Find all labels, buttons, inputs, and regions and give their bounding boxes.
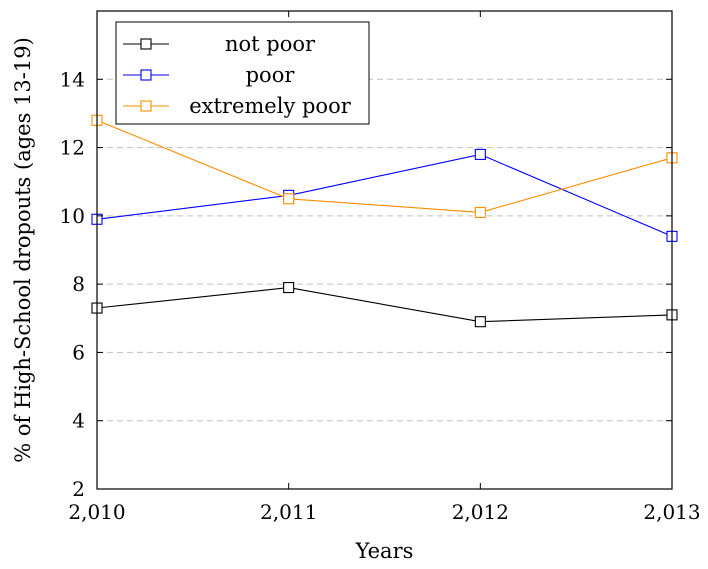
x-tick-label-2012: 2,012 xyxy=(452,500,509,524)
tick-layer: 2 4 6 8 10 12 14 2,010 2,011 2,012 2,013 xyxy=(60,11,701,524)
plot-frame xyxy=(96,10,673,490)
series-line-1 xyxy=(96,153,673,237)
y-tick-label-14: 14 xyxy=(60,67,85,91)
y-tick-label-12: 12 xyxy=(60,136,85,160)
x-tick-label-2013: 2,013 xyxy=(643,500,700,524)
y-axis-title: % of High-School dropouts (ages 13-19) xyxy=(11,37,35,463)
y-tick-label-8: 8 xyxy=(72,272,85,296)
x-axis-title: Years xyxy=(355,539,414,563)
x-tick-label-2010: 2,010 xyxy=(68,500,125,524)
data-point-s0-2012 xyxy=(474,316,486,328)
data-point-s0-2011 xyxy=(283,282,295,294)
data-point-s2-2012 xyxy=(474,206,486,218)
y-tick-label-6: 6 xyxy=(72,340,85,364)
x-tick-label-2011: 2,011 xyxy=(260,500,317,524)
legend-box xyxy=(115,21,370,125)
legend-label-2: extremely poor xyxy=(189,94,352,118)
legend-marker-2 xyxy=(140,100,152,112)
y-tick-label-2: 2 xyxy=(72,477,85,501)
legend-label-1: poor xyxy=(246,63,296,87)
series-layer xyxy=(91,114,678,328)
data-point-s1-2012 xyxy=(474,148,486,160)
data-point-s2-2011 xyxy=(283,193,295,205)
grid-layer xyxy=(97,78,672,422)
legend: not poor poor extremely poor xyxy=(115,21,370,125)
series-line-2 xyxy=(96,119,673,213)
legend-label-0: not poor xyxy=(225,32,316,56)
legend-marker-1 xyxy=(140,69,152,81)
legend-marker-0 xyxy=(140,38,152,50)
y-tick-label-4: 4 xyxy=(72,409,85,433)
y-tick-label-10: 10 xyxy=(60,204,85,228)
series-line-0 xyxy=(96,287,673,323)
